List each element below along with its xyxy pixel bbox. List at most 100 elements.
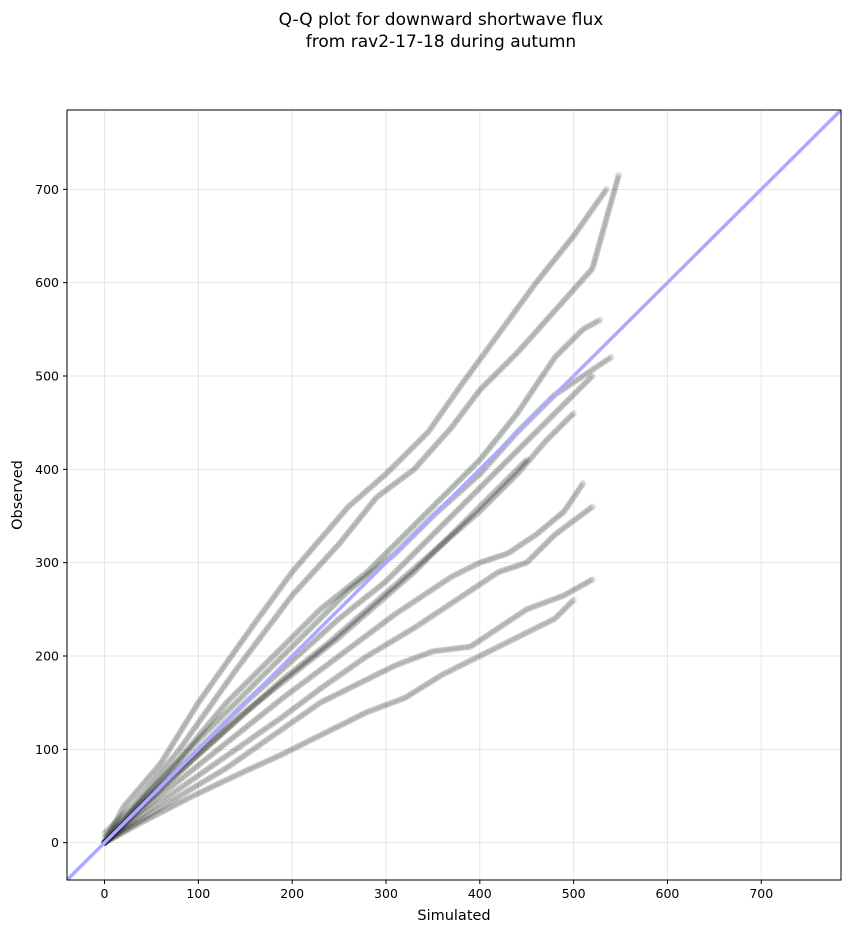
data-point xyxy=(359,575,367,583)
data-point xyxy=(469,492,476,499)
data-point xyxy=(198,733,205,740)
data-point xyxy=(170,762,178,770)
data-point xyxy=(150,776,158,784)
data-point xyxy=(573,282,580,290)
data-point xyxy=(312,566,319,573)
data-point xyxy=(332,618,339,626)
data-point xyxy=(203,708,210,715)
data-point xyxy=(115,812,123,819)
data-point xyxy=(409,443,417,451)
data-point xyxy=(228,652,236,659)
data-point xyxy=(269,595,277,602)
data-point xyxy=(601,220,609,228)
data-point xyxy=(326,605,334,613)
data-point xyxy=(434,439,441,447)
data-point xyxy=(228,694,235,701)
data-point xyxy=(550,257,557,265)
data-point xyxy=(397,563,405,570)
data-point xyxy=(391,541,399,548)
data-point xyxy=(575,375,583,383)
data-point xyxy=(497,365,505,373)
data-point xyxy=(284,647,292,654)
data-point xyxy=(144,784,152,791)
data-point xyxy=(178,726,185,734)
data-point xyxy=(228,703,235,711)
data-point xyxy=(217,687,225,695)
data-point xyxy=(492,334,500,342)
data-point xyxy=(236,661,244,668)
data-point xyxy=(506,454,514,462)
data-point xyxy=(243,631,250,638)
data-point xyxy=(424,508,431,516)
data-point xyxy=(294,637,302,644)
data-point xyxy=(306,625,314,633)
data-point xyxy=(445,399,453,407)
data-point xyxy=(394,458,402,466)
data-point xyxy=(356,578,363,586)
data-point xyxy=(317,561,324,568)
data-point xyxy=(470,394,478,401)
data-point xyxy=(438,409,446,416)
data-point xyxy=(418,457,426,464)
data-point xyxy=(211,713,218,721)
data-point xyxy=(385,574,393,582)
data-point xyxy=(570,390,578,398)
data-point xyxy=(182,748,189,755)
data-point xyxy=(399,533,407,540)
data-point xyxy=(589,205,597,213)
data-point xyxy=(213,693,221,700)
data-point xyxy=(301,630,309,638)
data-point xyxy=(459,380,466,387)
data-point xyxy=(232,666,240,674)
data-point xyxy=(236,686,244,693)
data-point xyxy=(612,183,619,190)
data-point xyxy=(174,757,182,764)
data-point xyxy=(416,516,423,524)
data-point xyxy=(527,390,534,398)
data-point xyxy=(391,462,398,469)
data-point xyxy=(239,682,247,690)
data-point xyxy=(370,481,377,489)
data-point xyxy=(158,767,165,775)
data-point xyxy=(331,545,338,553)
data-point xyxy=(584,213,591,220)
data-point xyxy=(283,639,291,646)
data-point xyxy=(316,632,324,640)
data-point xyxy=(600,189,607,197)
data-point xyxy=(563,342,570,350)
data-point xyxy=(256,612,264,619)
data-point xyxy=(517,300,525,307)
data-point xyxy=(519,441,527,449)
data-point xyxy=(460,378,468,385)
data-point xyxy=(495,466,502,473)
data-point xyxy=(539,371,547,379)
data-point xyxy=(377,491,384,498)
data-point xyxy=(386,546,394,553)
data-point xyxy=(489,338,497,345)
data-point xyxy=(600,225,607,232)
data-point xyxy=(560,296,568,304)
data-point xyxy=(423,537,431,545)
data-point xyxy=(248,674,255,681)
data-point xyxy=(505,317,512,325)
data-point xyxy=(272,682,280,689)
data-point xyxy=(385,547,392,555)
data-point xyxy=(520,400,528,408)
data-point xyxy=(566,339,574,346)
data-point xyxy=(199,693,206,701)
data-point xyxy=(421,453,429,461)
data-point xyxy=(490,470,498,478)
data-point xyxy=(197,749,205,756)
data-point xyxy=(288,644,295,651)
data-point xyxy=(262,627,269,635)
data-point xyxy=(338,588,346,596)
data-point xyxy=(288,634,296,641)
data-point xyxy=(298,581,305,589)
data-point xyxy=(443,518,450,525)
data-point xyxy=(456,384,464,391)
data-point xyxy=(358,573,366,580)
data-point xyxy=(195,699,202,706)
data-point xyxy=(569,335,577,343)
data-point xyxy=(168,742,175,749)
data-point xyxy=(151,782,158,790)
